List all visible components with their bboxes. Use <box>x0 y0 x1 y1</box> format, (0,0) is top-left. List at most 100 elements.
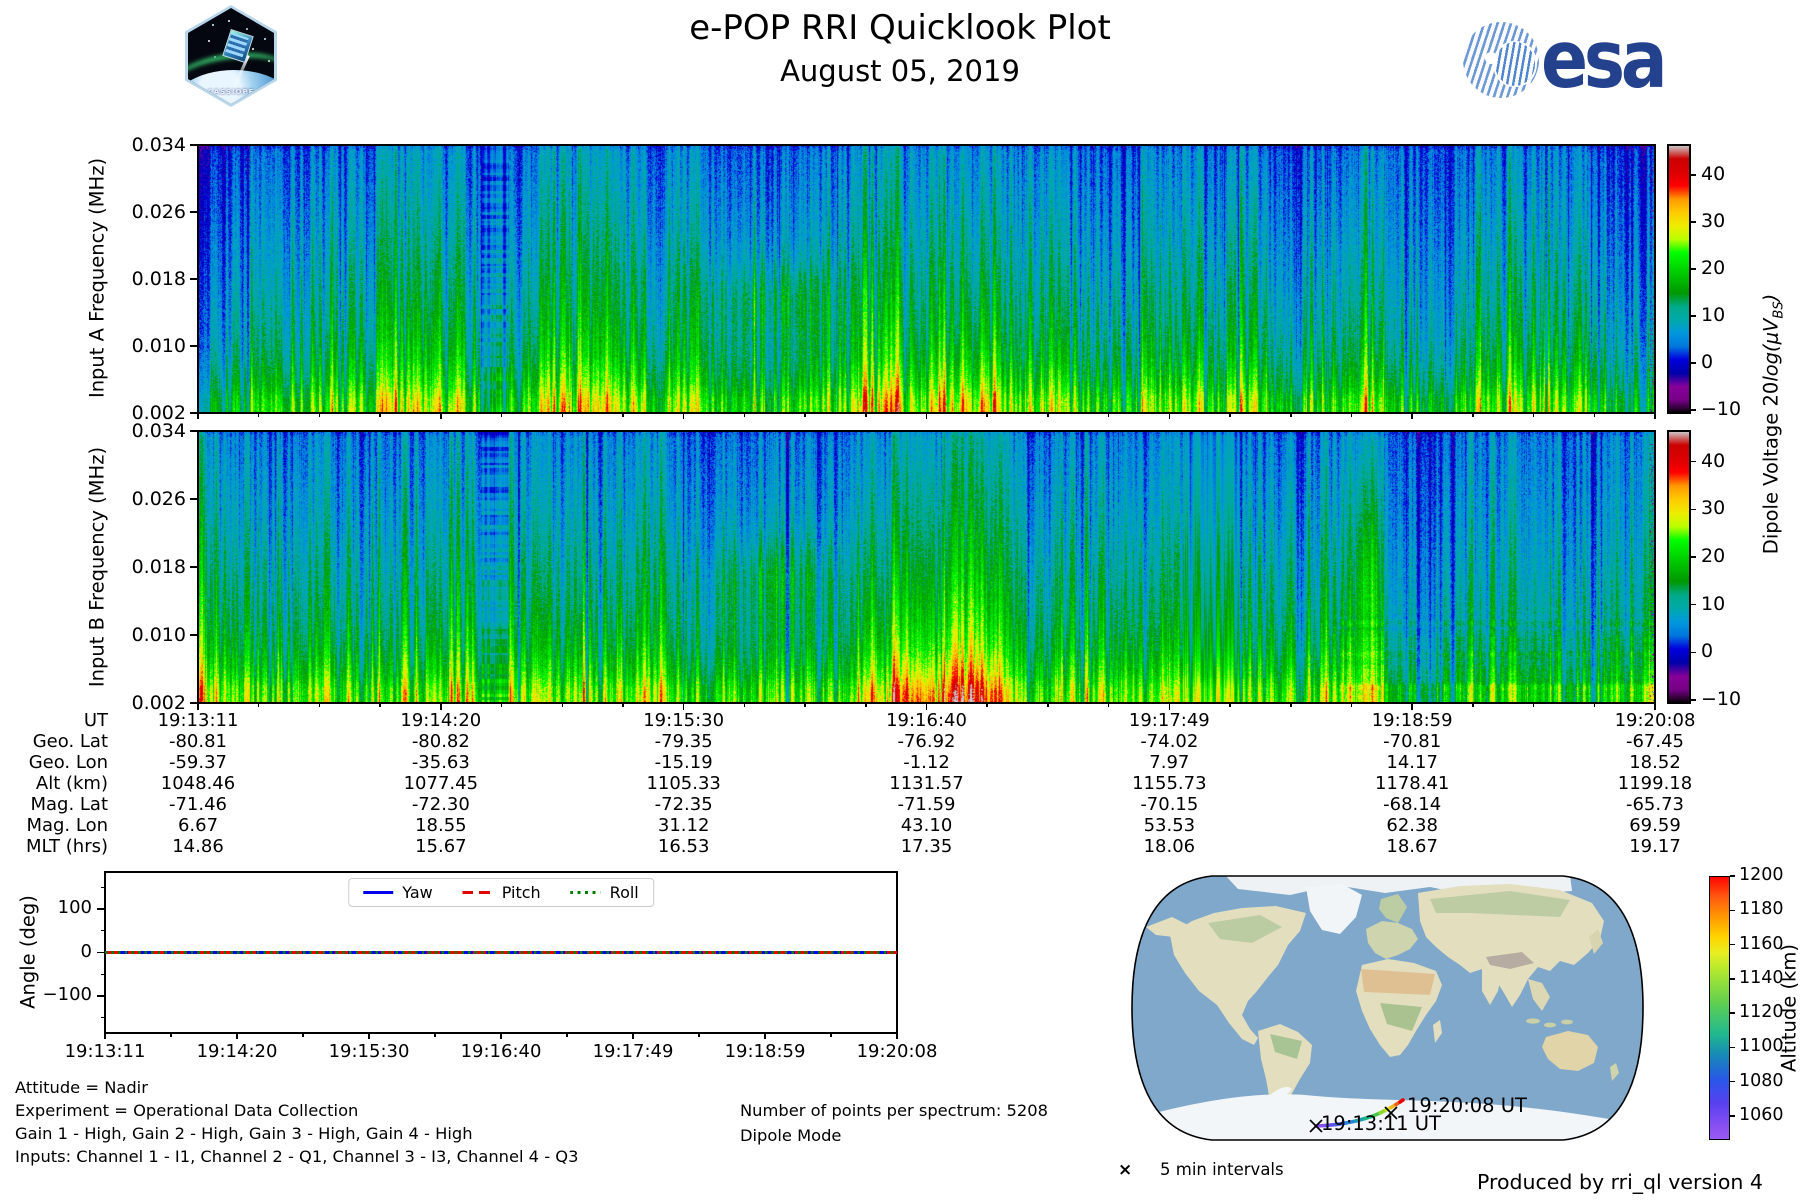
altitude-tick-label: 1060 <box>1739 1105 1784 1125</box>
input-b-ylabel: Input B Frequency (MHz) <box>85 446 109 688</box>
time-tick-mark-a <box>379 413 381 417</box>
altitude-colorbar <box>1709 876 1730 1140</box>
colorbar-tick-label: 0 <box>1701 640 1714 663</box>
ephemeris-cell: 1105.33 <box>646 773 721 794</box>
ephemeris-row-label: Geo. Lat <box>32 731 108 752</box>
altitude-tick-mark <box>1730 875 1735 877</box>
roll-line-icon <box>570 891 601 894</box>
time-tick-mark-a <box>1472 413 1474 417</box>
sahara <box>1361 969 1435 995</box>
points-per-spectrum-text: Number of points per spectrum: 5208 <box>740 1101 1048 1120</box>
time-tick-mark-b <box>925 703 928 710</box>
spectrogram-a-canvas <box>197 144 1656 414</box>
ephemeris-row-label: Geo. Lon <box>28 752 108 773</box>
cassiope-label: CASSIOPE <box>207 88 255 96</box>
angle-xtick-minor <box>830 1033 832 1037</box>
page-title: e-POP RRI Quicklook Plot <box>689 8 1111 48</box>
angle-xtick-minor <box>698 1033 700 1037</box>
ephemeris-cell: -72.30 <box>411 794 470 815</box>
altitude-tick-label: 1200 <box>1739 865 1784 885</box>
produced-by-text: Produced by rri_ql version 4 <box>1477 1170 1763 1194</box>
ephemeris-cell: -79.35 <box>654 731 713 752</box>
ephemeris-cell: -35.63 <box>411 752 470 773</box>
freq-tick-mark <box>190 211 198 213</box>
time-tick-mark-b <box>1654 703 1656 710</box>
altitude-tick-label: 1180 <box>1739 899 1784 920</box>
time-tick-mark-a <box>561 413 563 417</box>
japan <box>1589 929 1603 954</box>
angle-ytick-label: 0 <box>80 940 92 962</box>
altitude-tick-label: 1120 <box>1739 1002 1784 1023</box>
time-tick-mark-b <box>1411 703 1413 710</box>
time-tick-mark-b <box>1290 703 1292 707</box>
freq-tick-label: 0.018 <box>131 556 186 578</box>
altitude-tick-mark <box>1730 909 1735 912</box>
colorbar-tick-label: 40 <box>1701 449 1726 472</box>
greenland <box>1306 884 1362 934</box>
ephemeris-row-label: Mag. Lat <box>30 794 108 815</box>
ephemeris-cell: 19:16:40 <box>886 710 967 731</box>
esa-globe-e-icon <box>1493 40 1537 88</box>
pitch-line-icon <box>462 890 493 895</box>
time-tick-mark-a <box>1350 413 1353 417</box>
ephemeris-cell: -59.37 <box>168 752 228 773</box>
gain-text: Gain 1 - High, Gain 2 - High, Gain 3 - H… <box>15 1124 473 1143</box>
colorbar-label-sub: BS <box>1771 301 1787 319</box>
time-tick-mark-b <box>1350 703 1353 707</box>
time-tick-mark-b <box>1229 703 1231 707</box>
ephemeris-cell: 18.06 <box>1143 836 1196 857</box>
ground-track-map: 19:20:08 UT 19:13:11 UT <box>1131 875 1644 1141</box>
ephemeris-cell: -70.81 <box>1383 731 1442 752</box>
freq-tick-label: 0.026 <box>131 488 186 510</box>
track-start-label: 19:13:11 UT <box>1321 1112 1441 1135</box>
angle-xtick-minor <box>170 1033 172 1037</box>
ephemeris-row-label: Alt (km) <box>35 773 108 794</box>
esa-globe-dot-icon <box>1485 52 1497 64</box>
yaw-line-icon <box>363 890 394 895</box>
ephemeris-cell: -65.73 <box>1625 794 1685 815</box>
scandinavia <box>1379 894 1407 923</box>
time-tick-mark-b <box>1472 703 1474 707</box>
colorbar-a-canvas <box>1667 144 1691 414</box>
angle-xtick-label: 19:17:49 <box>592 1041 674 1062</box>
angle-xtick-label: 19:15:30 <box>328 1041 410 1062</box>
colorbar-tick-mark <box>1690 268 1696 270</box>
track-end-label: 19:20:08 UT <box>1407 1094 1527 1117</box>
ephemeris-cell: -71.59 <box>897 794 956 815</box>
freq-tick-mark <box>190 498 198 500</box>
ephemeris-cell: -1.12 <box>903 752 950 773</box>
colorbar-tick-label: 20 <box>1701 544 1726 567</box>
angle-xtick-minor <box>434 1033 436 1037</box>
indonesia-3 <box>1561 1019 1573 1025</box>
time-tick-mark-a <box>1107 413 1110 417</box>
australia <box>1542 1031 1598 1071</box>
track-end-marker <box>1384 1106 1398 1120</box>
ephemeris-cell: 1178.41 <box>1374 773 1450 794</box>
input-a-ylabel: Input A Frequency (MHz) <box>85 157 109 399</box>
time-tick-mark-a <box>1411 413 1413 419</box>
colorbar-tick-label: 0 <box>1701 351 1714 374</box>
legend-item-pitch: Pitch <box>462 883 541 902</box>
track-start-marker <box>1309 1119 1323 1133</box>
ephemeris-cell: 19:14:20 <box>400 710 482 731</box>
colorbar-tick-mark <box>1690 315 1696 317</box>
new-zealand <box>1610 1063 1619 1081</box>
central-africa-green <box>1380 1003 1422 1031</box>
colorbar-b-canvas <box>1667 430 1691 704</box>
colorbar-tick-label: 20 <box>1701 257 1726 280</box>
freq-tick-label: 0.002 <box>131 402 186 424</box>
altitude-tick-label: 1080 <box>1739 1070 1784 1091</box>
angle-xtick-mark <box>632 1033 634 1039</box>
esa-globe-icon <box>1463 22 1539 98</box>
indonesia-2 <box>1544 1022 1556 1028</box>
ephemeris-row-label: MLT (hrs) <box>25 836 108 857</box>
angle-xtick-mark <box>764 1033 766 1039</box>
angle-xtick-label: 19:14:20 <box>196 1041 278 1062</box>
madagascar <box>1433 1020 1442 1043</box>
altitude-tick-mark <box>1730 943 1735 946</box>
freq-tick-label: 0.018 <box>131 268 186 290</box>
colorbar-tick-mark <box>1690 651 1696 654</box>
indonesia-1 <box>1526 1018 1540 1024</box>
angle-xtick-label: 19:20:08 <box>856 1041 938 1062</box>
